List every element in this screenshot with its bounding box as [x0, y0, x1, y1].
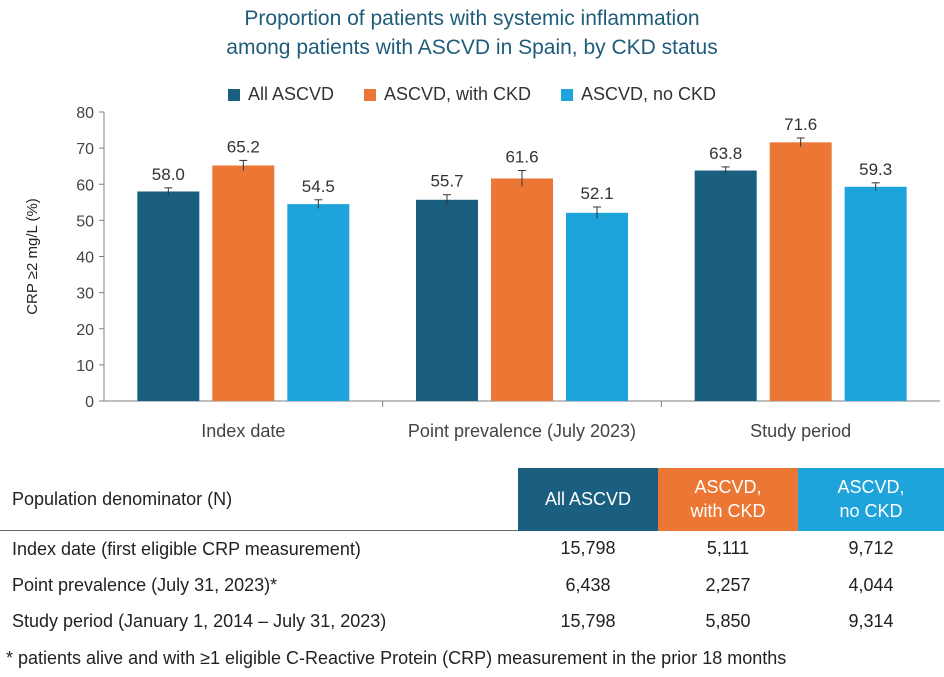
- table-row-label: Study period (January 1, 2014 – July 31,…: [12, 610, 387, 631]
- chart-title: Proportion of patients with systemic inf…: [0, 4, 944, 62]
- table-row: Point prevalence (July 31, 2023)* 6,438 …: [0, 567, 944, 603]
- legend-item-ascvd-with-ckd: ASCVD, with CKD: [363, 84, 532, 105]
- data-label: 52.1: [580, 184, 613, 203]
- x-tick-label: Point prevalence (July 2023): [408, 421, 636, 441]
- table-cell: 9,314: [848, 610, 894, 631]
- y-tick-label: 50: [76, 213, 94, 230]
- data-label: 58.0: [152, 165, 185, 184]
- bar: [769, 142, 832, 401]
- y-tick-label: 40: [76, 250, 94, 267]
- chart-title-line-1: Proportion of patients with systemic inf…: [244, 7, 700, 30]
- table-col-label: All ASCVD: [544, 489, 632, 510]
- bar: [491, 178, 553, 401]
- data-label: 71.6: [784, 115, 817, 134]
- chart-legend: All ASCVD ASCVD, with CKD ASCVD, no CKD: [0, 84, 944, 105]
- y-tick-label: 0: [85, 394, 94, 411]
- y-tick-label: 30: [76, 286, 94, 303]
- data-label: 63.8: [709, 144, 742, 163]
- footnote: * patients alive and with ≥1 eligible C-…: [6, 648, 787, 668]
- x-tick-label: Study period: [750, 421, 851, 441]
- bar-chart: 0 10 20 30 40 50 60 70 80 CRP ≥2 mg/L (%) 58.0 65.2…: [24, 105, 940, 441]
- table-col-label: ASCVD, with CKD: [690, 477, 766, 522]
- legend-item-ascvd-no-ckd: ASCVD, no CKD: [561, 84, 716, 105]
- table-cell: 5,850: [705, 610, 751, 631]
- y-tick-label: 10: [76, 358, 94, 375]
- y-tick-label: 20: [76, 322, 94, 339]
- table-cell: 5,111: [706, 538, 750, 559]
- x-tick-label: Index date: [201, 421, 285, 441]
- data-label: 54.5: [302, 177, 335, 196]
- legend-label-ascvd-no-ckd: ASCVD, no CKD: [581, 84, 717, 104]
- bar: [416, 199, 478, 401]
- table-cell: 2,257: [705, 574, 751, 595]
- table-cell: 6,438: [565, 574, 611, 595]
- table-header-row: Population denominator (N) All ASCVD ASC…: [0, 468, 944, 531]
- table-cell: 15,798: [560, 610, 616, 631]
- table-col-ascvd-with-ckd: ASCVD, with CKD: [658, 468, 798, 531]
- table-col-all-ascvd: All ASCVD: [518, 468, 658, 531]
- legend-swatch-ascvd-no-ckd: [561, 88, 574, 101]
- legend-item-all-ascvd: All ASCVD: [227, 84, 334, 105]
- table-row-label: Index date (first eligible CRP measureme…: [12, 538, 361, 559]
- y-tick-label: 80: [76, 105, 94, 122]
- table-col-label: ASCVD, no CKD: [837, 477, 905, 522]
- bar: [137, 191, 200, 401]
- table-cell: 9,712: [848, 538, 894, 559]
- legend-label-all-ascvd: All ASCVD: [247, 84, 334, 104]
- data-label: 65.2: [227, 137, 260, 156]
- denominator-table: Population denominator (N) All ASCVD ASC…: [0, 468, 944, 639]
- data-label: 55.7: [430, 172, 463, 191]
- chart-title-line-2: among patients with ASCVD in Spain, by C…: [226, 36, 718, 59]
- legend-label-ascvd-with-ckd: ASCVD, with CKD: [383, 84, 532, 104]
- bar: [212, 165, 275, 401]
- table-row: Index date (first eligible CRP measureme…: [0, 531, 944, 568]
- legend-swatch-all-ascvd: [227, 88, 240, 101]
- y-tick-label: 70: [76, 141, 94, 158]
- table-cell: 15,798: [560, 538, 616, 559]
- y-axis-title: CRP ≥2 mg/L (%): [24, 198, 41, 315]
- y-tick-label: 60: [76, 177, 94, 194]
- legend-swatch-ascvd-with-ckd: [363, 88, 376, 101]
- bar: [694, 170, 757, 401]
- bar: [844, 186, 907, 401]
- table-header-label: Population denominator (N): [0, 468, 518, 531]
- data-label: 59.3: [859, 160, 892, 179]
- bar: [566, 212, 628, 401]
- table-row: Study period (January 1, 2014 – July 31,…: [0, 603, 944, 639]
- data-label: 61.6: [505, 148, 538, 167]
- bar: [287, 204, 350, 401]
- table-cell: 4,044: [848, 574, 894, 595]
- table-row-label: Point prevalence (July 31, 2023)*: [12, 574, 278, 595]
- table-col-ascvd-no-ckd: ASCVD, no CKD: [798, 468, 944, 531]
